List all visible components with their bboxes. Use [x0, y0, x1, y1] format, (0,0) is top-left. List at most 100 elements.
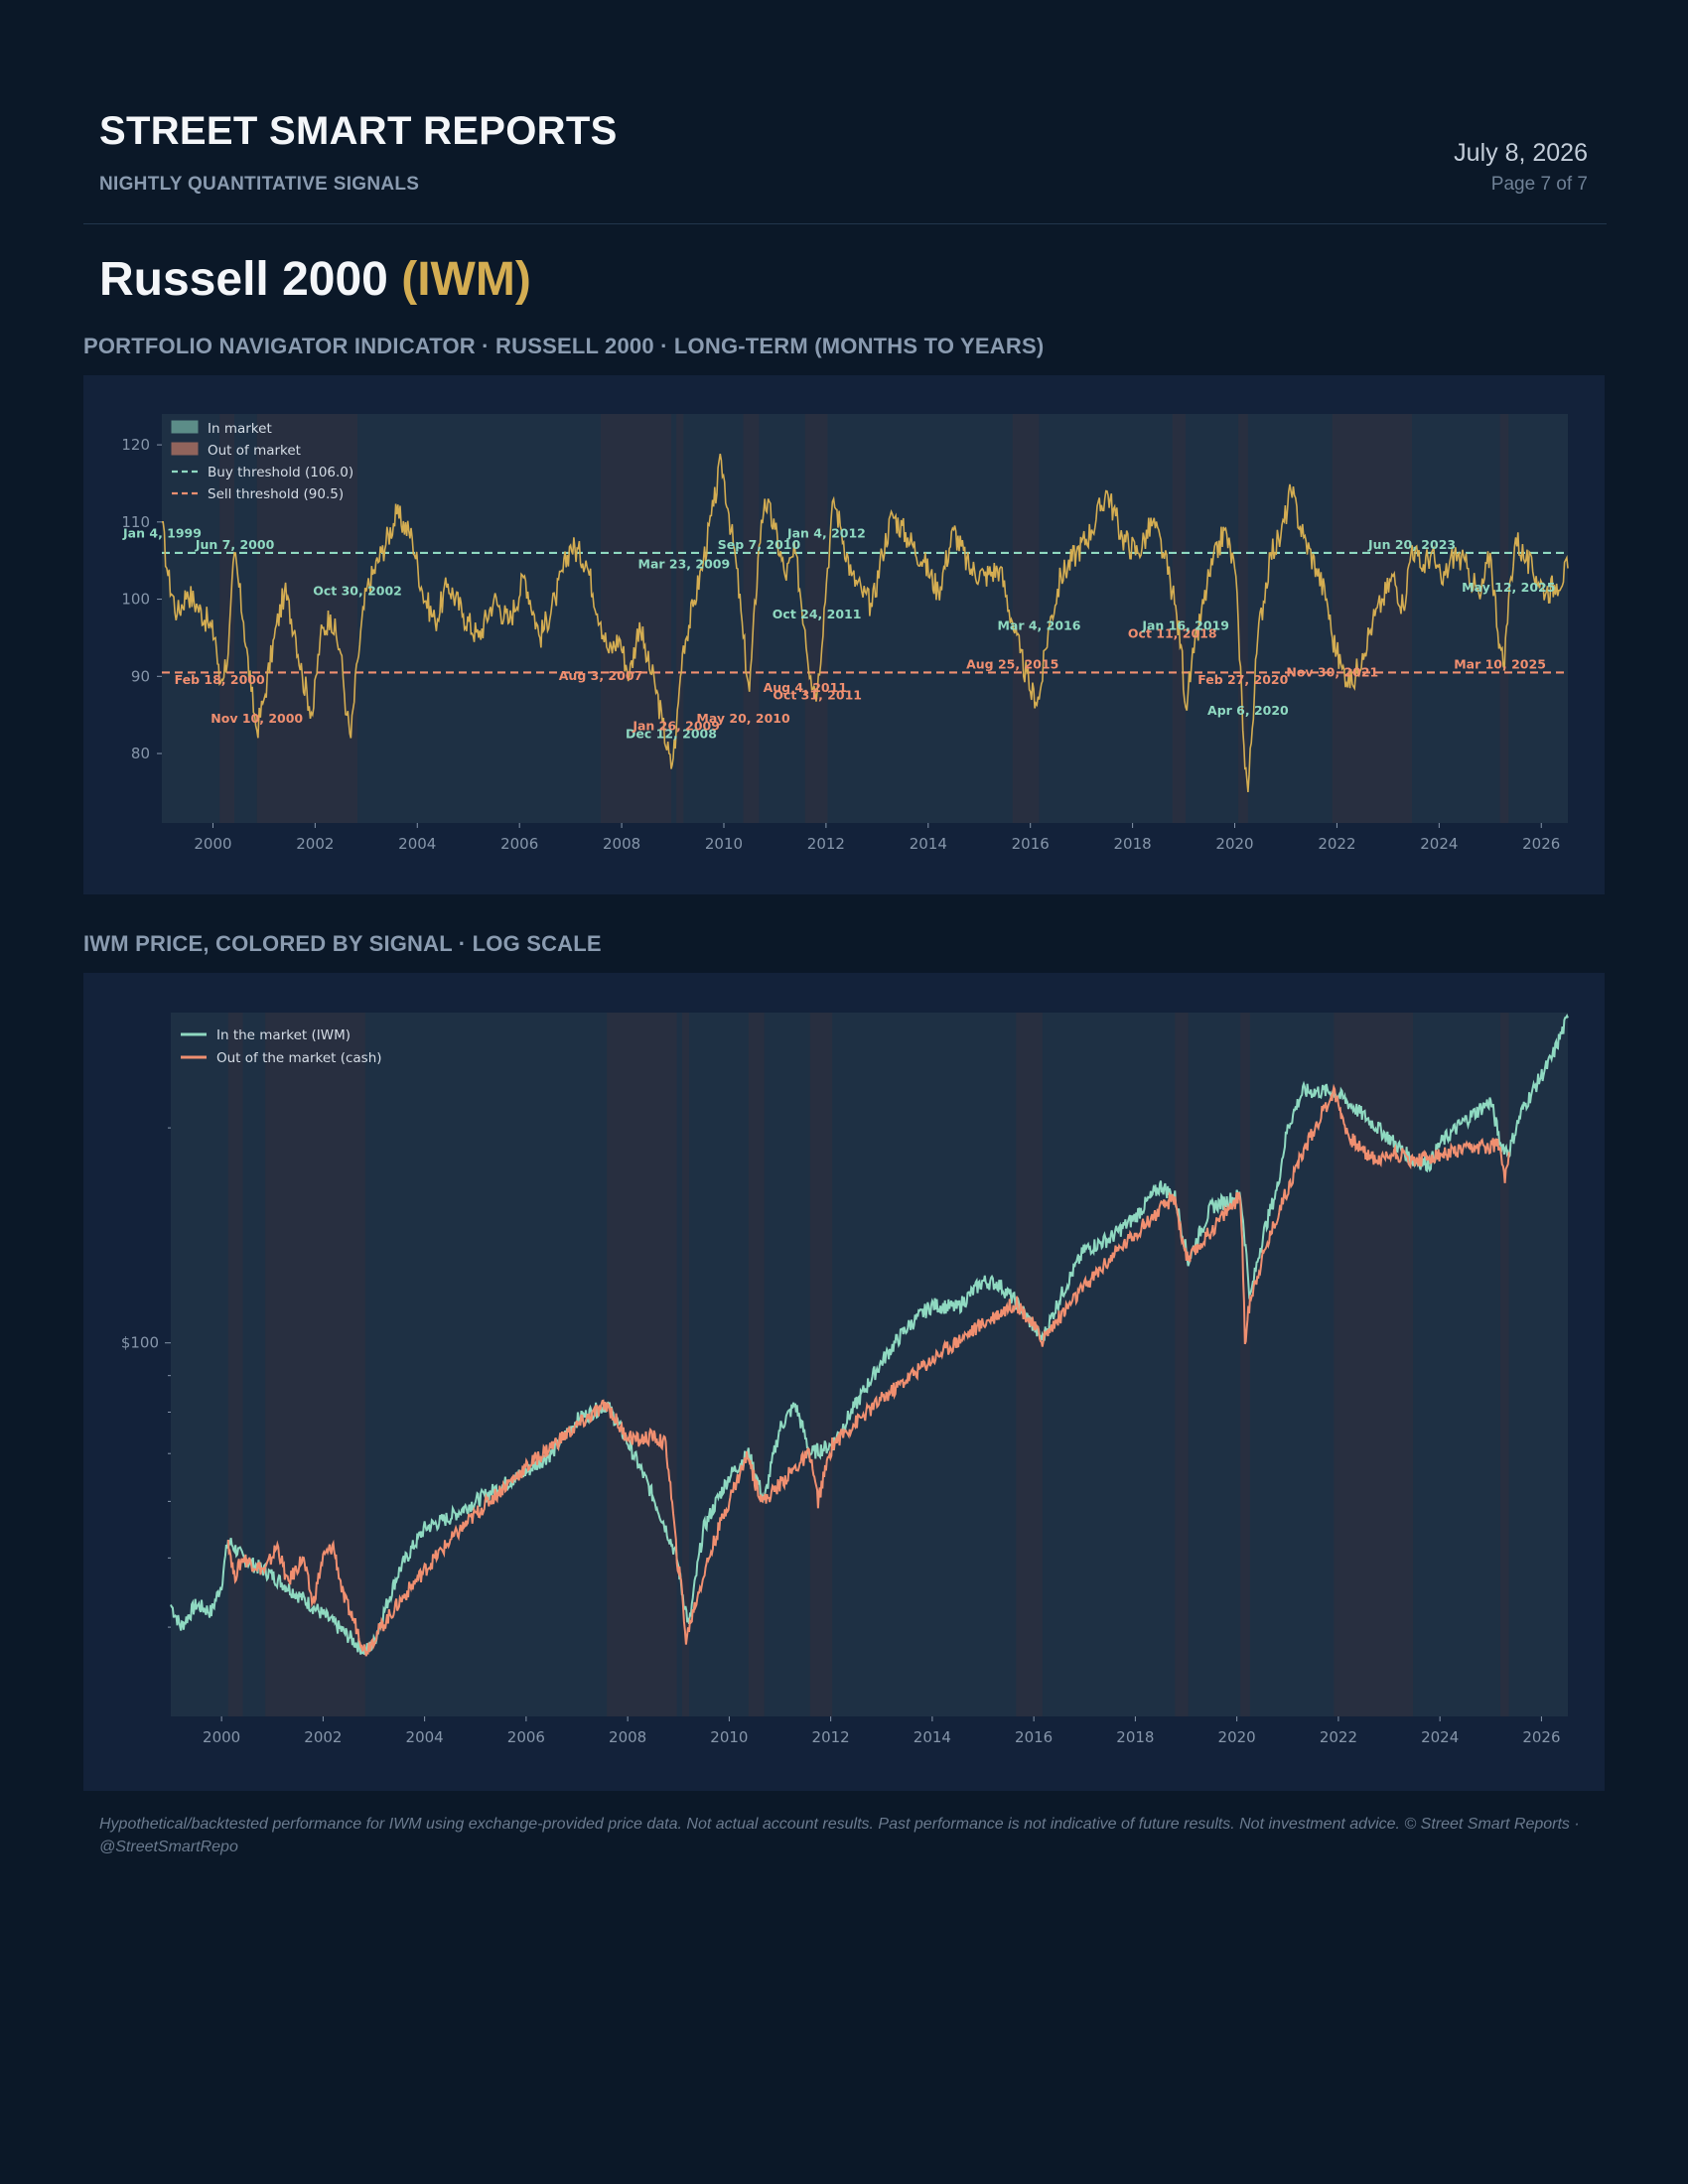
indicator-chart: 2000 2002 2004 2006 2008 2010 2012 2014 2016 2018…	[121, 414, 1569, 853]
x-tick-label: 2018	[1116, 1728, 1154, 1746]
x-tick-label: 2008	[603, 835, 640, 853]
x-tick-label: 2022	[1318, 835, 1355, 853]
x-tick-label: 2014	[910, 835, 947, 853]
report-date: July 8, 2026	[1454, 139, 1588, 167]
signal-annotation: Dec 12, 2008	[626, 726, 717, 741]
signal-annotation: Nov 10, 2000	[211, 711, 303, 726]
out-of-market-band	[1334, 1013, 1414, 1716]
price-chart: 2000 2002 2004 2006 2008 2010 2012 2014 2016 2018…	[121, 1013, 1569, 1746]
x-tick-label: 2000	[203, 1728, 240, 1746]
signal-annotation: Mar 4, 2016	[997, 618, 1080, 633]
indicator-chart-panel: 2000 2002 2004 2006 2008 2010 2012 2014 2016 2018…	[83, 375, 1605, 894]
x-tick-label: 2026	[1522, 1728, 1560, 1746]
signal-annotation: Feb 18, 2000	[175, 672, 265, 687]
out-of-market-band	[748, 1013, 765, 1716]
brand-tagline: NIGHTLY QUANTITATIVE SIGNALS	[99, 174, 420, 195]
x-tick-label: 2026	[1522, 835, 1560, 853]
x-tick-label: 2022	[1320, 1728, 1357, 1746]
out-of-market-band	[1016, 1013, 1043, 1716]
x-tick-label: 2012	[812, 1728, 850, 1746]
ticker-symbol: (IWM)	[401, 253, 531, 306]
x-tick-label: 2004	[398, 835, 436, 853]
x-tick-label: 2018	[1114, 835, 1152, 853]
y-tick-label: 120	[121, 436, 150, 454]
signal-annotation: Aug 4, 2011	[764, 680, 847, 695]
y-tick-label: 110	[121, 513, 150, 531]
legend-label: In market	[208, 421, 272, 437]
out-of-market-band	[1175, 1013, 1189, 1716]
x-tick-label: 2014	[914, 1728, 951, 1746]
signal-annotation: Oct 24, 2011	[773, 607, 862, 621]
out-of-market-band	[256, 414, 358, 823]
disclaimer: Hypothetical/backtested performance for …	[99, 1816, 1580, 1855]
brand-title: STREET SMART REPORTS	[99, 109, 618, 153]
out-of-market-band	[1238, 414, 1248, 823]
signal-annotation: Aug 25, 2015	[966, 657, 1058, 672]
x-tick-label: 2024	[1420, 835, 1458, 853]
out-of-market-band	[1172, 414, 1187, 823]
signal-annotation: Jan 26, 2009	[632, 719, 720, 734]
out-of-market-band	[1012, 414, 1040, 823]
indicator-section-title: PORTFOLIO NAVIGATOR INDICATOR · RUSSELL …	[83, 334, 1045, 358]
signal-annotation: Aug 3, 2007	[559, 668, 642, 683]
x-tick-label: 2016	[1012, 835, 1050, 853]
out-of-market-band	[600, 414, 671, 823]
x-tick-label: 2012	[807, 835, 845, 853]
signal-annotation: Oct 31, 2011	[773, 688, 862, 703]
x-tick-label: 2006	[500, 835, 538, 853]
signal-annotation: Jan 4, 2012	[786, 525, 866, 540]
out-of-market-band	[1500, 1013, 1509, 1716]
signal-annotation: Jun 7, 2000	[195, 537, 275, 552]
signal-annotation: May 12, 2025	[1462, 580, 1555, 595]
signal-annotation: Mar 10, 2025	[1454, 657, 1546, 672]
out-of-market-band	[607, 1013, 677, 1716]
out-of-market-band	[1332, 414, 1413, 823]
signal-annotation: Jan 4, 1999	[122, 525, 202, 540]
y-tick-label: 100	[121, 591, 150, 609]
x-tick-label: 2004	[406, 1728, 444, 1746]
out-of-market-band	[809, 1013, 833, 1716]
x-tick-label: 2000	[194, 835, 231, 853]
out-of-market-band	[1240, 1013, 1250, 1716]
out-of-market-band	[227, 1013, 243, 1716]
x-tick-label: 2006	[507, 1728, 545, 1746]
price-section-title: IWM PRICE, COLORED BY SIGNAL · LOG SCALE	[83, 931, 602, 956]
x-tick-label: 2020	[1215, 835, 1253, 853]
out-of-market-band	[743, 414, 760, 823]
legend-label: Sell threshold (90.5)	[208, 486, 344, 502]
signal-annotation: Jan 16, 2019	[1141, 618, 1229, 633]
signal-annotation: Nov 30, 2021	[1286, 664, 1378, 679]
x-tick-label: 2002	[296, 835, 334, 853]
page-title: Russell 2000 (IWM)	[99, 252, 531, 307]
signal-annotation: Oct 30, 2002	[313, 584, 402, 599]
x-tick-label: 2010	[705, 835, 743, 853]
signal-annotation: Oct 11, 2018	[1128, 625, 1217, 640]
legend-swatch	[171, 420, 199, 434]
x-tick-label: 2002	[304, 1728, 342, 1746]
out-of-market-band	[804, 414, 828, 823]
out-of-market-band	[219, 414, 235, 823]
legend-label: In the market (IWM)	[216, 1027, 351, 1043]
y-tick-label: 90	[131, 667, 150, 685]
signal-annotation: May 20, 2010	[696, 711, 790, 726]
legend-label: Out of the market (cash)	[216, 1050, 382, 1066]
index-name: Russell 2000	[99, 253, 402, 306]
signal-annotation: Apr 6, 2020	[1207, 703, 1289, 718]
signal-annotation: Sep 7, 2010	[718, 537, 801, 552]
price-chart-panel: 2000 2002 2004 2006 2008 2010 2012 2014 2016 2018…	[83, 973, 1605, 1791]
x-tick-label: 2024	[1421, 1728, 1459, 1746]
x-tick-label: 2010	[710, 1728, 748, 1746]
page-number: Page 7 of 7	[1490, 174, 1588, 195]
legend-label: Buy threshold (106.0)	[208, 465, 353, 480]
legend-swatch	[171, 442, 199, 456]
out-of-market-band	[681, 1013, 690, 1716]
header-divider	[83, 223, 1607, 224]
x-tick-label: 2008	[609, 1728, 646, 1746]
y-tick-label: 80	[131, 745, 150, 762]
out-of-market-band	[1499, 414, 1509, 823]
x-tick-label: 2016	[1015, 1728, 1053, 1746]
signal-annotation: Mar 23, 2009	[638, 556, 731, 571]
legend-label: Out of market	[208, 443, 301, 459]
signal-annotation: Feb 27, 2020	[1197, 672, 1288, 687]
y-tick-label: $100	[121, 1334, 159, 1352]
